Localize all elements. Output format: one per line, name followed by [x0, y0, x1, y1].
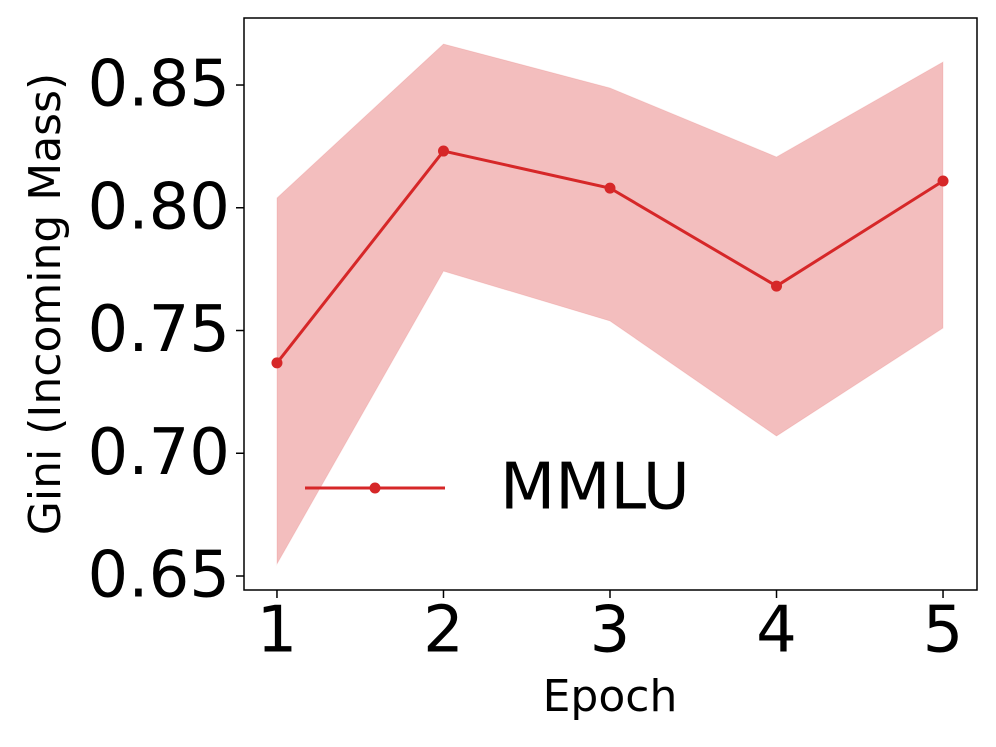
y-tick-label: 0.85 [88, 48, 231, 122]
x-tick-label: 5 [923, 594, 964, 668]
x-tick-label: 2 [423, 594, 464, 668]
x-axis-label: Epoch [543, 671, 678, 722]
legend-marker [369, 482, 381, 494]
x-tick-label: 3 [590, 594, 631, 668]
plot-frame [243, 17, 978, 591]
legend-label: MMLU [500, 451, 690, 525]
point [437, 145, 449, 157]
y-tick-label: 0.70 [88, 416, 231, 490]
y-tick-label: 0.65 [88, 539, 231, 613]
x-tick-label: 1 [257, 594, 298, 668]
point [271, 357, 283, 369]
point [604, 182, 616, 194]
y-tick-label: 0.75 [88, 293, 231, 367]
band [276, 43, 944, 566]
point [771, 280, 783, 292]
y-axis-label: Gini (Incoming Mass) [20, 73, 71, 535]
point [937, 175, 949, 187]
y-tick-label: 0.80 [88, 170, 231, 244]
x-tick-label: 4 [756, 594, 797, 668]
